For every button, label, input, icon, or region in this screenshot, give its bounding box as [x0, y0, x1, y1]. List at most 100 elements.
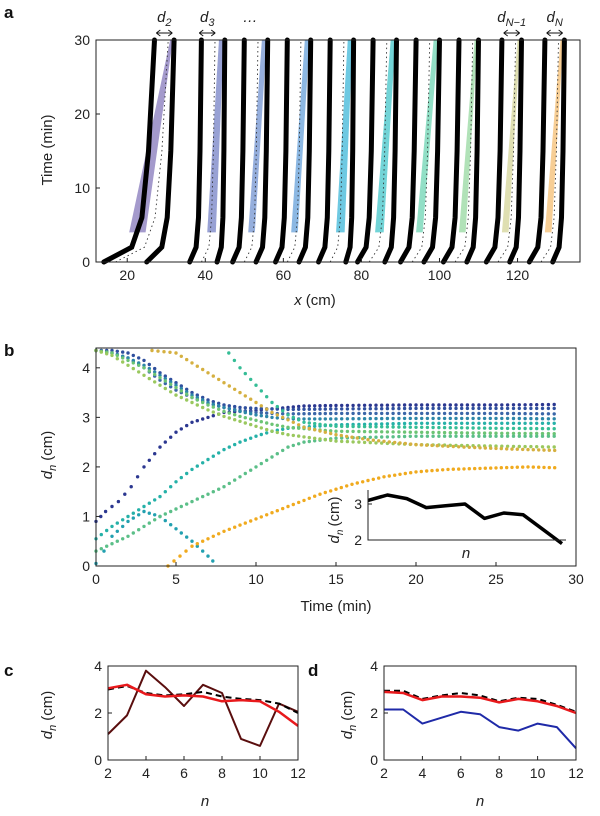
scatter-point: [185, 535, 189, 539]
scatter-point: [471, 426, 475, 430]
scatter-point: [275, 452, 279, 456]
scatter-point: [483, 466, 487, 470]
scatter-point: [302, 498, 306, 503]
droplet-dotted-guide: [200, 39, 216, 263]
y-axis-label-d: dn (cm): [339, 691, 359, 739]
scatter-point: [217, 377, 221, 382]
scatter-point: [307, 421, 311, 425]
scatter-point: [546, 406, 551, 411]
scatter-point: [357, 411, 361, 416]
scatter-point: [529, 403, 533, 407]
scatter-point: [414, 416, 418, 421]
scatter-point: [259, 406, 263, 411]
scatter-point: [281, 415, 285, 420]
scatter-point: [99, 350, 104, 354]
scatter-point: [323, 407, 327, 411]
scatter-point: [281, 412, 285, 416]
scatter-point: [190, 400, 194, 405]
scatter-point: [477, 431, 481, 435]
scatter-point: [457, 467, 461, 471]
scatter-point: [291, 407, 295, 412]
scatter-point: [546, 421, 551, 425]
scatter-point: [435, 444, 439, 448]
d-x-tick-label: 12: [568, 765, 584, 781]
droplet-left-interface: [440, 37, 462, 265]
scatter-point: [281, 409, 285, 413]
scatter-point: [402, 406, 407, 411]
scatter-point: [488, 426, 492, 430]
scatter-point: [302, 404, 306, 408]
scatter-point: [489, 446, 493, 450]
scatter-point: [488, 421, 492, 425]
scatter-point: [307, 439, 311, 444]
scatter-point: [442, 425, 447, 430]
scatter-point: [482, 411, 487, 416]
scatter-point: [471, 416, 475, 421]
scatter-point: [142, 504, 146, 509]
scatter-point: [147, 511, 151, 515]
scatter-point: [115, 529, 120, 533]
scatter-point: [179, 386, 183, 391]
scatter-point: [494, 431, 498, 435]
scatter-point: [233, 413, 237, 417]
scatter-point: [380, 416, 384, 421]
scatter-point: [425, 430, 430, 435]
d-y-tick-label: 0: [370, 752, 378, 768]
droplet-left-interface: [101, 37, 157, 265]
scatter-point: [323, 417, 327, 421]
annotation-subscript: N: [555, 17, 563, 29]
scatter-point: [529, 434, 533, 438]
droplet-right-interface: [550, 37, 567, 265]
scatter-point: [552, 406, 556, 411]
scatter-point: [201, 539, 205, 543]
scatter-point: [414, 403, 418, 407]
scatter-point: [179, 427, 183, 431]
scatter-point: [318, 437, 322, 441]
scatter-point: [153, 513, 157, 517]
scatter-point: [126, 358, 130, 363]
scatter-point: [249, 436, 253, 440]
scatter-point: [254, 413, 258, 417]
scatter-point: [448, 406, 452, 411]
inset-line: [367, 493, 564, 546]
scatter-point: [153, 366, 157, 371]
spacing-annotation-label: …: [243, 9, 258, 26]
scatter-point: [185, 398, 189, 402]
scatter-point: [351, 417, 355, 421]
scatter-point: [163, 518, 167, 523]
scatter-point: [275, 404, 279, 409]
scatter-point: [454, 443, 458, 448]
scatter-point: [402, 421, 407, 426]
droplet-left-interface: [355, 37, 376, 265]
plot-frame-a: [95, 39, 581, 263]
scatter-point: [408, 430, 412, 434]
y-axis-label-b-var: d: [39, 470, 56, 479]
inset-y-label-unit: (cm): [326, 497, 343, 527]
scatter-point: [334, 411, 338, 416]
scatter-point: [345, 429, 350, 434]
scatter-point: [552, 445, 556, 449]
scatter-point: [526, 447, 530, 452]
scatter-point: [380, 435, 384, 439]
d-x-tick-label: 10: [530, 765, 546, 781]
scatter-point: [511, 434, 516, 438]
scatter-point: [437, 406, 441, 411]
scatter-point: [374, 403, 378, 407]
b-y-tick-label: 3: [82, 409, 90, 425]
scatter-point: [500, 426, 504, 430]
scatter-point: [286, 418, 290, 422]
scatter-point: [380, 425, 384, 429]
scatter-point: [398, 441, 402, 445]
scatter-point: [313, 439, 317, 443]
droplet-fill: [207, 40, 224, 233]
scatter-point: [351, 411, 355, 416]
scatter-point: [142, 358, 146, 363]
scatter-point: [163, 381, 167, 386]
scatter-point: [318, 492, 322, 496]
scatter-point: [131, 366, 135, 371]
scatter-point: [211, 402, 215, 406]
scatter-point: [163, 440, 167, 444]
scatter-point: [323, 430, 327, 434]
scatter-point: [265, 431, 269, 435]
